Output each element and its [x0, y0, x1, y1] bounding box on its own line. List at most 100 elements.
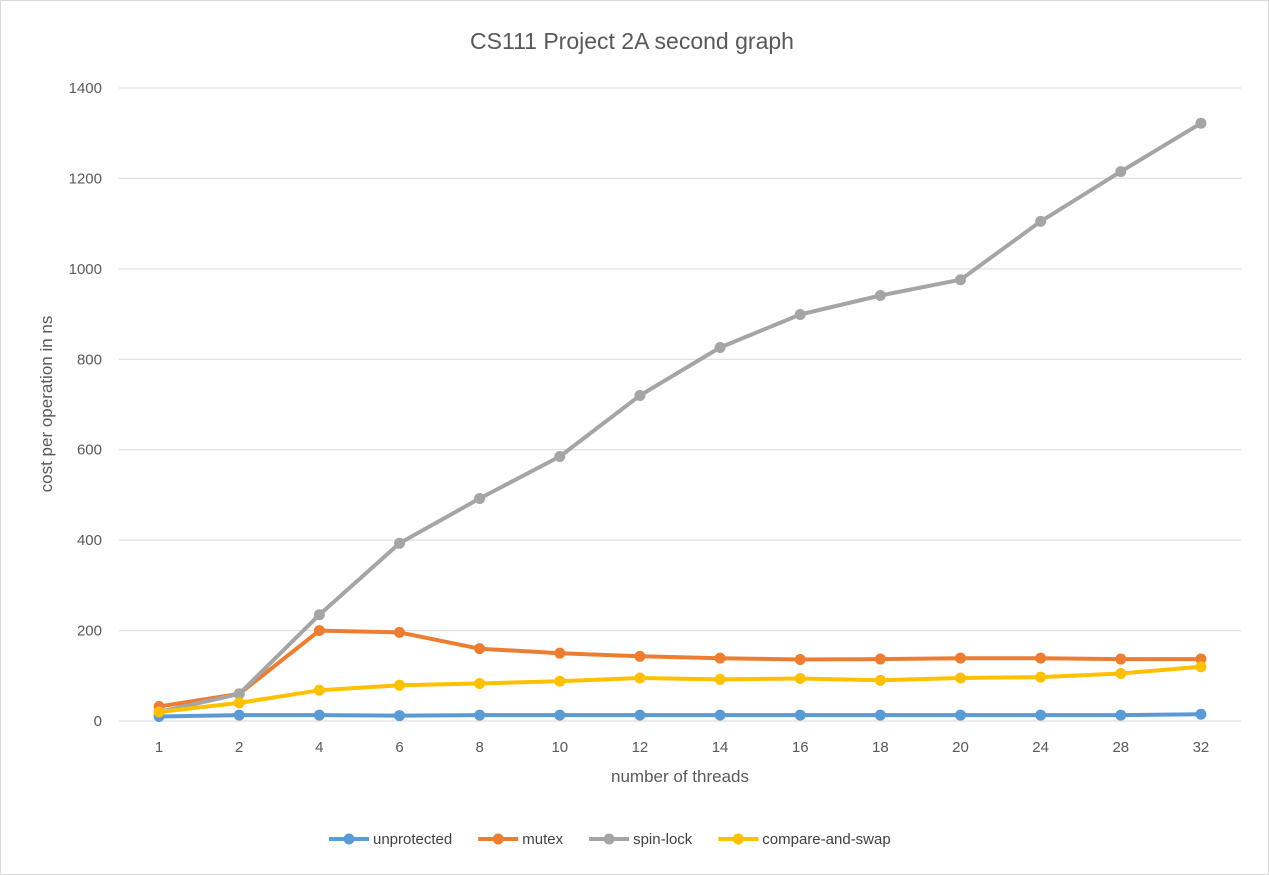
data-point — [474, 709, 486, 721]
data-point — [554, 647, 566, 659]
y-tick-label: 1400 — [69, 80, 102, 97]
y-tick-label: 800 — [77, 351, 102, 368]
legend-swatch-marker — [492, 833, 504, 845]
x-tick-label: 24 — [1032, 739, 1049, 756]
x-tick-label: 28 — [1112, 739, 1129, 756]
data-point — [313, 609, 325, 621]
y-tick-label: 200 — [77, 623, 102, 640]
data-point — [634, 672, 646, 684]
data-point — [1115, 653, 1127, 665]
data-point — [1035, 709, 1047, 721]
data-point — [233, 709, 245, 721]
x-tick-label: 1 — [155, 739, 163, 756]
data-point — [153, 706, 165, 718]
data-point — [794, 709, 806, 721]
data-point — [233, 688, 245, 700]
data-point — [634, 389, 646, 401]
legend-label: unprotected — [373, 831, 452, 848]
data-point — [874, 674, 886, 686]
series-group — [153, 117, 1207, 722]
legend-swatch-marker — [732, 833, 744, 845]
data-point — [955, 652, 966, 664]
x-tick-label: 14 — [712, 739, 729, 756]
x-axis-title: number of threads — [611, 767, 749, 786]
legend-item: unprotected — [329, 831, 452, 848]
data-point — [313, 709, 325, 721]
data-point — [474, 643, 486, 655]
x-tick-label: 18 — [872, 739, 889, 756]
data-point — [1115, 166, 1127, 178]
series-mutex — [153, 625, 1207, 713]
legend-item: mutex — [478, 831, 564, 848]
legend-label: spin-lock — [633, 831, 693, 848]
data-point — [634, 709, 646, 721]
chart-title: CS111 Project 2A second graph — [470, 28, 794, 54]
series-spin-lock — [153, 117, 1207, 718]
data-point — [714, 673, 726, 685]
y-tick-label: 1200 — [69, 170, 102, 187]
data-point — [554, 709, 566, 721]
legend-label: compare-and-swap — [762, 831, 890, 848]
data-point — [1035, 652, 1047, 664]
data-point — [874, 709, 886, 721]
legend-label: mutex — [522, 831, 563, 848]
y-tick-label: 1000 — [69, 261, 102, 278]
y-tick-label: 0 — [94, 713, 102, 730]
x-axis-tick-labels: 1 2 4 6 8 10 12 14 16 18 20 24 28 32 — [155, 739, 1209, 756]
data-point — [955, 709, 966, 721]
data-point — [313, 625, 325, 637]
data-point — [1115, 709, 1127, 721]
data-point — [1195, 117, 1207, 129]
data-point — [1195, 661, 1207, 673]
series-line — [157, 628, 1203, 709]
data-point — [1115, 668, 1127, 680]
data-point — [714, 652, 726, 664]
data-point — [474, 677, 486, 689]
data-point — [394, 710, 405, 722]
data-point — [1035, 671, 1047, 683]
x-tick-label: 4 — [315, 739, 323, 756]
series-line — [157, 121, 1203, 714]
legend: unprotected mutex spin-lock compare-and-swa… — [329, 831, 891, 848]
series-line — [157, 712, 1203, 719]
x-tick-label: 16 — [792, 739, 809, 756]
legend-swatch-marker — [603, 833, 615, 845]
data-point — [794, 654, 806, 666]
x-tick-label: 12 — [632, 739, 649, 756]
x-tick-label: 2 — [235, 739, 243, 756]
data-point — [794, 309, 806, 321]
data-point — [794, 672, 806, 684]
gridlines — [119, 87, 1241, 722]
data-point — [955, 672, 966, 684]
data-point — [634, 650, 646, 662]
y-tick-label: 400 — [77, 532, 102, 549]
data-point — [394, 679, 405, 691]
data-point — [394, 537, 405, 549]
legend-swatch-marker — [343, 833, 355, 845]
data-point — [874, 653, 886, 665]
series-line — [157, 664, 1203, 714]
y-axis-tick-labels: 0 200 400 600 800 1000 1200 1400 — [69, 80, 102, 730]
y-axis-title: cost per operation in ns — [37, 316, 56, 493]
data-point — [874, 290, 886, 302]
data-point — [1195, 708, 1207, 720]
series-compare-and-swap — [153, 661, 1207, 718]
legend-item: compare-and-swap — [718, 831, 891, 848]
data-point — [554, 675, 566, 687]
data-point — [1195, 653, 1207, 665]
legend-item: spin-lock — [589, 831, 693, 848]
series-unprotected — [153, 708, 1207, 722]
data-point — [554, 450, 566, 462]
data-point — [955, 274, 966, 286]
x-tick-label: 10 — [551, 739, 568, 756]
y-tick-label: 600 — [77, 442, 102, 459]
data-point — [474, 493, 486, 505]
x-tick-label: 6 — [395, 739, 403, 756]
x-tick-label: 32 — [1193, 739, 1210, 756]
data-point — [313, 684, 325, 696]
x-tick-label: 8 — [475, 739, 483, 756]
data-point — [714, 342, 726, 354]
data-point — [233, 697, 245, 709]
